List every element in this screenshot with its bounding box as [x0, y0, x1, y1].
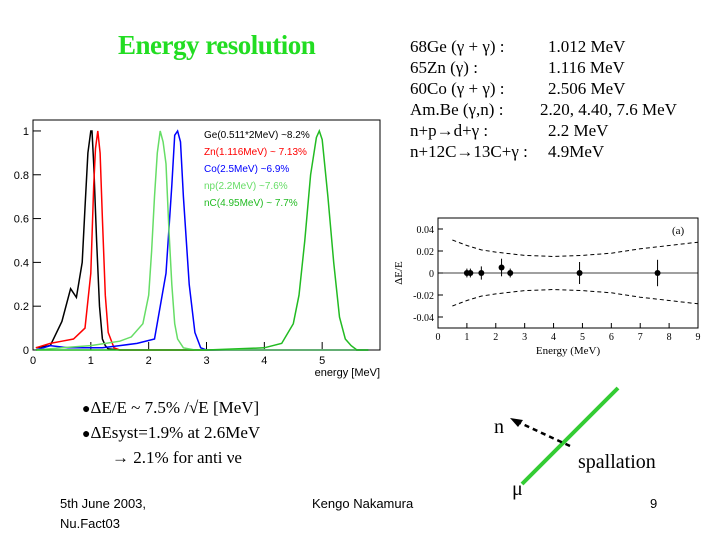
- x-tick-label: 3: [522, 332, 527, 343]
- series-line-co: [35, 129, 369, 351]
- resolution-chart: -0.04 -0.02 0 0.02 0.04 0 1 2 3 4 5 6 7 8 9 Energy (MeV…: [393, 217, 701, 357]
- bullet-icon: ●: [82, 402, 91, 417]
- envelope-upper: [452, 239, 699, 258]
- source-label: 68Ge (γ + γ) :: [410, 37, 505, 56]
- muon-track: [520, 386, 620, 486]
- x-tick-label: 8: [667, 332, 672, 343]
- series-line-zn: [35, 130, 369, 351]
- source-label: 60Co (γ + γ) :: [410, 79, 505, 98]
- y-tick-label: 0.04: [417, 225, 435, 236]
- source-value: 2.2 MeV: [548, 121, 609, 140]
- neutron-path: [517, 420, 571, 448]
- bullet-icon: ●: [82, 427, 91, 442]
- legend-entry: Zn(1.116MeV) ~ 7.13%: [204, 147, 307, 158]
- data-point: [467, 270, 474, 276]
- data-point: [498, 264, 505, 271]
- legend-entry: Co(2.5MeV) ~6.9%: [204, 164, 289, 175]
- note-text: ΔE/E ~ 7.5% /√E [MeV]: [90, 398, 260, 417]
- spallation-label: spallation: [578, 451, 656, 473]
- x-axis-label: energy [MeV]: [315, 367, 380, 379]
- arrow-head-icon: [510, 418, 523, 427]
- source-value: 2.20, 4.40, 7.6 MeV: [540, 100, 677, 119]
- y-tick-label: 1: [23, 126, 29, 138]
- source-value: 2.506 MeV: [548, 79, 626, 98]
- x-tick-label: 2: [493, 332, 498, 343]
- footer-date: 5th June 2003, Nu.Fact03: [60, 494, 146, 534]
- footer-author: Kengo Nakamura: [312, 496, 414, 511]
- legend-entry: nC(4.95MeV) ~ 7.7%: [204, 198, 298, 209]
- y-tick-label: 0.4: [14, 257, 29, 269]
- x-tick-label: 1: [464, 332, 469, 343]
- note-resolution: ●ΔE/E ~ 7.5% /√E [MeV]: [82, 396, 260, 421]
- series-line-nc: [35, 128, 369, 351]
- y-tick-label: -0.04: [413, 313, 434, 324]
- x-tick-label: 7: [638, 332, 643, 343]
- y-tick-label: 0: [23, 345, 29, 357]
- page-number: 9: [650, 496, 658, 511]
- data-point: [654, 270, 661, 276]
- series-line-np: [35, 130, 369, 351]
- y-axis-label: ΔE/E: [393, 261, 405, 285]
- data-point: [576, 270, 583, 276]
- footer-date-line: 5th June 2003,: [60, 496, 147, 511]
- source-label: n+12C→13C+γ :: [410, 142, 528, 161]
- note-anti-nu: → 2.1% for anti νe: [112, 448, 242, 467]
- x-tick-label: 0: [436, 332, 441, 343]
- data-point: [507, 270, 514, 276]
- legend-entry: np(2.2MeV) ~7.6%: [204, 181, 288, 192]
- x-tick-label: 1: [88, 355, 94, 367]
- source-label: n+p→d+γ :: [410, 121, 489, 140]
- neutron-label: n: [494, 416, 504, 438]
- y-tick-label: 0: [429, 269, 434, 280]
- source-value: 1.012 MeV: [548, 37, 626, 56]
- y-tick-label: 0.02: [417, 247, 435, 258]
- x-tick-label: 4: [551, 332, 556, 343]
- legend-entry: Ge(0.511*2MeV) ~8.2%: [204, 130, 310, 141]
- data-point: [478, 270, 485, 276]
- source-label: 65Zn (γ) :: [410, 58, 478, 77]
- x-tick-label: 9: [696, 332, 701, 343]
- source-value: 1.116 MeV: [548, 58, 625, 77]
- note-systematic: ●ΔEsyst=1.9% at 2.6MeV: [82, 421, 260, 446]
- y-tick-label: 0.8: [14, 170, 29, 182]
- footer-conference: Nu.Fact03: [60, 516, 120, 531]
- envelope-lower: [452, 288, 699, 307]
- spallation-diagram: [510, 386, 620, 486]
- plot-frame: [32, 119, 381, 351]
- inset-title: (a): [672, 225, 685, 237]
- note-text: ΔEsyst=1.9% at 2.6MeV: [90, 423, 261, 442]
- y-tick-label: 0.2: [14, 301, 29, 313]
- x-tick-label: 3: [203, 355, 209, 367]
- muon-label: μ: [512, 478, 523, 500]
- x-axis-label: Energy (MeV): [536, 345, 601, 357]
- resolution-notes: ●ΔE/E ~ 7.5% /√E [MeV] ●ΔEsyst=1.9% at 2…: [82, 396, 260, 469]
- x-tick-label: 2: [146, 355, 152, 367]
- x-tick-label: 5: [580, 332, 585, 343]
- x-tick-label: 4: [261, 355, 267, 367]
- source-label: Am.Be (γ,n) :: [410, 100, 504, 119]
- slide-title: Energy resolution: [118, 30, 316, 60]
- y-tick-label: 0.6: [14, 214, 29, 226]
- y-tick-label: -0.02: [413, 291, 434, 302]
- x-tick-label: 6: [609, 332, 614, 343]
- x-tick-label: 0: [30, 355, 36, 367]
- x-tick-label: 5: [319, 355, 325, 367]
- source-value: 4.9MeV: [548, 142, 605, 161]
